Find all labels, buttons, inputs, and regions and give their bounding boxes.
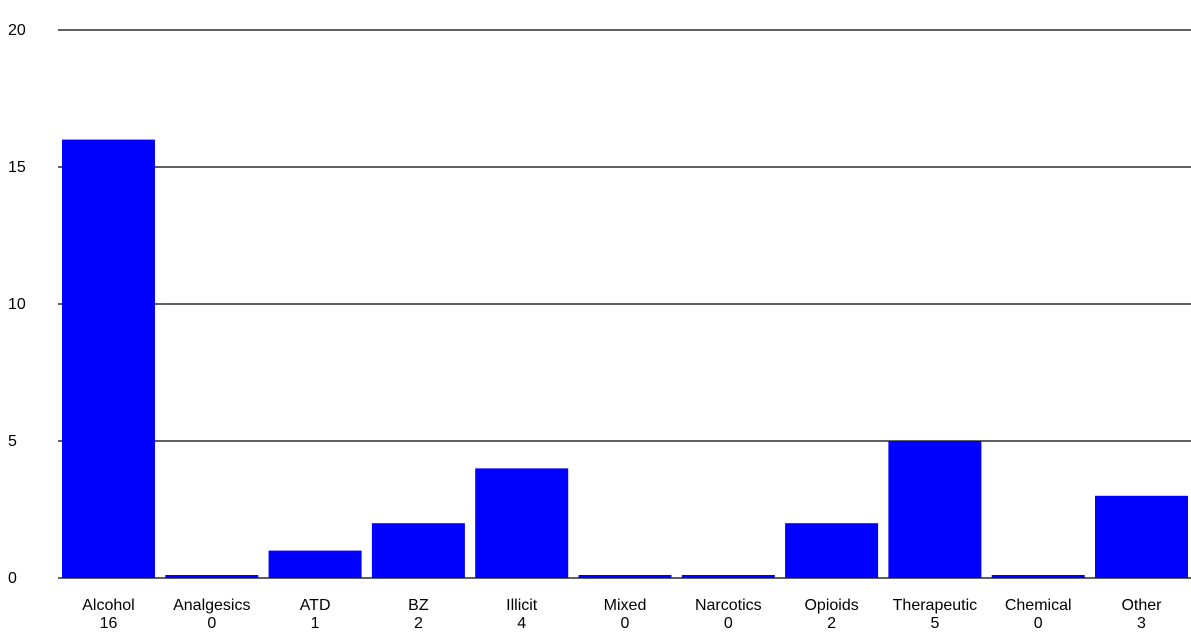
gridlines bbox=[58, 29, 1191, 579]
bar-illicit bbox=[475, 468, 569, 578]
y-tick-label: 15 bbox=[8, 159, 26, 176]
bar-value-label: 0 bbox=[1034, 615, 1043, 632]
bar-opioids bbox=[785, 523, 879, 578]
bar-value-label: 1 bbox=[311, 615, 320, 632]
bar-value-label: 0 bbox=[621, 615, 630, 632]
x-category-label: Narcotics bbox=[695, 597, 762, 614]
y-tick-label: 10 bbox=[8, 296, 26, 313]
x-category-label: Mixed bbox=[604, 597, 647, 614]
x-category-label: Analgesics bbox=[173, 597, 250, 614]
bar-value-label: 16 bbox=[100, 615, 118, 632]
x-category-label: Alcohol bbox=[82, 597, 134, 614]
bar-value-label: 0 bbox=[207, 615, 216, 632]
x-category-label: BZ bbox=[408, 597, 429, 614]
bar-value-label: 2 bbox=[827, 615, 836, 632]
x-category-label: Therapeutic bbox=[893, 597, 978, 614]
x-category-label: Opioids bbox=[804, 597, 858, 614]
bar-bz bbox=[371, 523, 465, 578]
x-category-label: ATD bbox=[300, 597, 331, 614]
bars bbox=[62, 139, 1188, 578]
x-category-label: Other bbox=[1121, 597, 1162, 614]
y-tick-label: 5 bbox=[8, 433, 17, 450]
bar-therapeutic bbox=[888, 441, 982, 578]
bar-analgesics bbox=[165, 575, 259, 578]
bar-mixed bbox=[578, 575, 672, 578]
bar-other bbox=[1095, 495, 1188, 578]
bar-value-label: 5 bbox=[930, 615, 939, 632]
y-tick-label: 20 bbox=[8, 22, 26, 39]
bar-value-label: 2 bbox=[414, 615, 423, 632]
y-axis-tick-labels: 0 5 10 15 20 bbox=[8, 22, 26, 587]
bar-value-label: 0 bbox=[724, 615, 733, 632]
bar-narcotics bbox=[681, 575, 775, 578]
x-category-label: Illicit bbox=[506, 597, 538, 614]
bar-alcohol bbox=[62, 139, 155, 578]
bar-chemical bbox=[991, 575, 1085, 578]
bar-value-label: 3 bbox=[1137, 615, 1146, 632]
y-tick-label: 0 bbox=[8, 570, 17, 587]
bar-value-label: 4 bbox=[517, 615, 526, 632]
bar-atd bbox=[268, 550, 362, 578]
x-axis-category-labels: Alcohol16Analgesics0ATD1BZ2Illicit4Mixed… bbox=[82, 597, 1162, 632]
x-category-label: Chemical bbox=[1005, 597, 1072, 614]
